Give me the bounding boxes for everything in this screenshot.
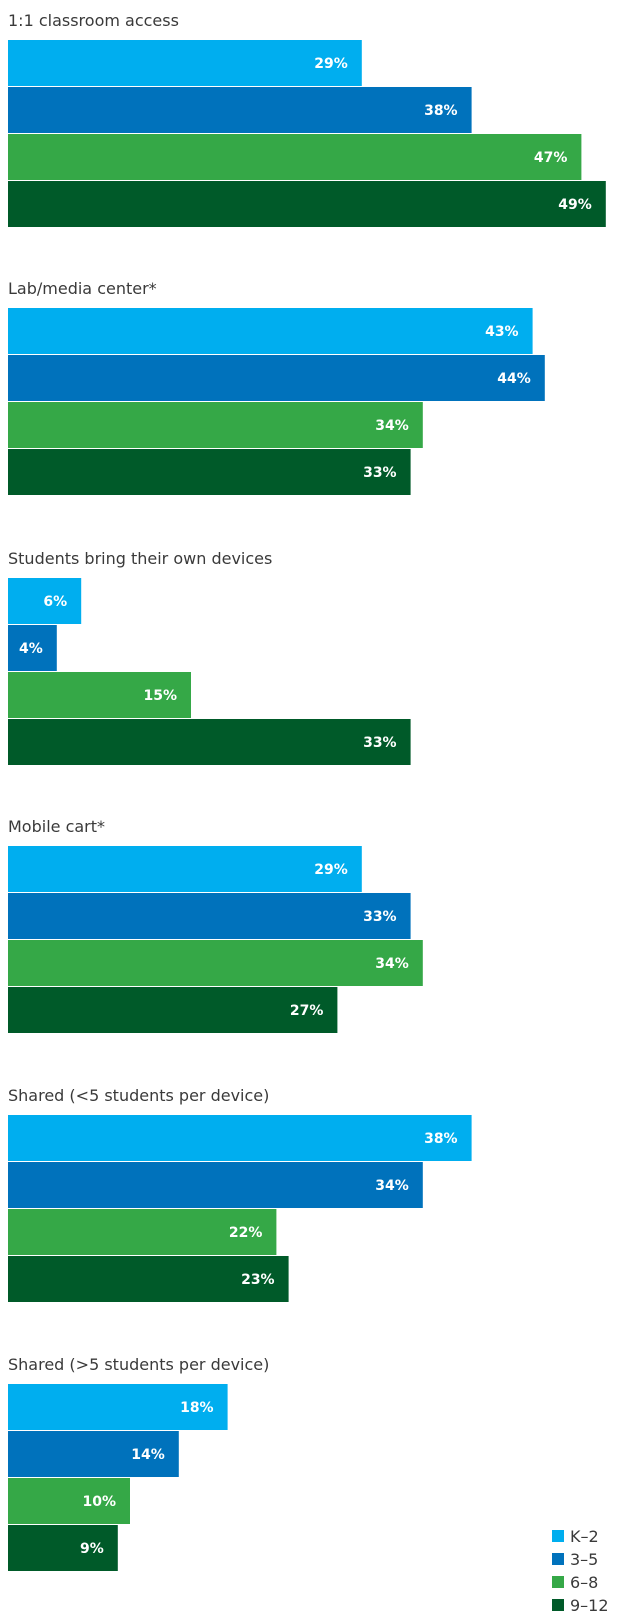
group-title: Students bring their own devices xyxy=(8,549,272,568)
group-title: 1:1 classroom access xyxy=(8,11,179,30)
bar-value-label: 27% xyxy=(290,1003,324,1019)
bar xyxy=(8,1115,472,1161)
bar xyxy=(8,134,582,180)
bar xyxy=(8,672,191,718)
group-title: Mobile cart* xyxy=(8,817,105,836)
legend-label: K–2 xyxy=(570,1527,599,1546)
group-title: Shared (<5 students per device) xyxy=(8,1086,269,1105)
bar xyxy=(8,987,338,1033)
legend-swatch xyxy=(552,1599,564,1611)
bar-value-label: 34% xyxy=(375,418,409,434)
bar-value-label: 15% xyxy=(143,688,177,704)
bar xyxy=(8,1478,130,1524)
bar xyxy=(8,625,57,671)
bar xyxy=(8,449,411,495)
bar xyxy=(8,402,423,448)
bar-value-label: 38% xyxy=(424,103,458,119)
bar xyxy=(8,719,411,765)
legend-label: 6–8 xyxy=(570,1573,598,1592)
bar-value-label: 44% xyxy=(497,371,531,387)
bar-value-label: 4% xyxy=(19,641,43,657)
bar xyxy=(8,1525,118,1571)
bar-value-label: 18% xyxy=(180,1400,214,1416)
bar xyxy=(8,893,411,939)
group-title: Lab/media center* xyxy=(8,279,157,298)
bar-value-label: 47% xyxy=(534,150,568,166)
legend-swatch xyxy=(552,1576,564,1588)
bar xyxy=(8,308,533,354)
legend-label: 9–12 xyxy=(570,1596,609,1615)
legend-swatch xyxy=(552,1530,564,1542)
bar-value-label: 10% xyxy=(82,1494,116,1510)
bar xyxy=(8,1209,277,1255)
bar-value-label: 6% xyxy=(43,594,67,610)
bar-value-label: 43% xyxy=(485,324,519,340)
bar xyxy=(8,1256,289,1302)
bar xyxy=(8,1162,423,1208)
bar xyxy=(8,1384,228,1430)
bar-value-label: 22% xyxy=(229,1225,263,1241)
group-title: Shared (>5 students per device) xyxy=(8,1355,269,1374)
bar-value-label: 33% xyxy=(363,909,397,925)
bar-value-label: 29% xyxy=(314,56,348,72)
bar-value-label: 38% xyxy=(424,1131,458,1147)
bar-value-label: 33% xyxy=(363,735,397,751)
bar xyxy=(8,940,423,986)
bar-value-label: 49% xyxy=(558,197,592,213)
legend-swatch xyxy=(552,1553,564,1565)
bar-value-label: 34% xyxy=(375,1178,409,1194)
bar xyxy=(8,355,545,401)
bar-value-label: 23% xyxy=(241,1272,275,1288)
legend-label: 3–5 xyxy=(570,1550,598,1569)
bar xyxy=(8,846,362,892)
bar-value-label: 14% xyxy=(131,1447,165,1463)
bar xyxy=(8,40,362,86)
bar-value-label: 34% xyxy=(375,956,409,972)
bar xyxy=(8,181,606,227)
bar-value-label: 33% xyxy=(363,465,397,481)
bar xyxy=(8,87,472,133)
bar xyxy=(8,578,82,624)
bar-value-label: 9% xyxy=(80,1541,104,1557)
bar xyxy=(8,1431,179,1477)
bar-value-label: 29% xyxy=(314,862,348,878)
